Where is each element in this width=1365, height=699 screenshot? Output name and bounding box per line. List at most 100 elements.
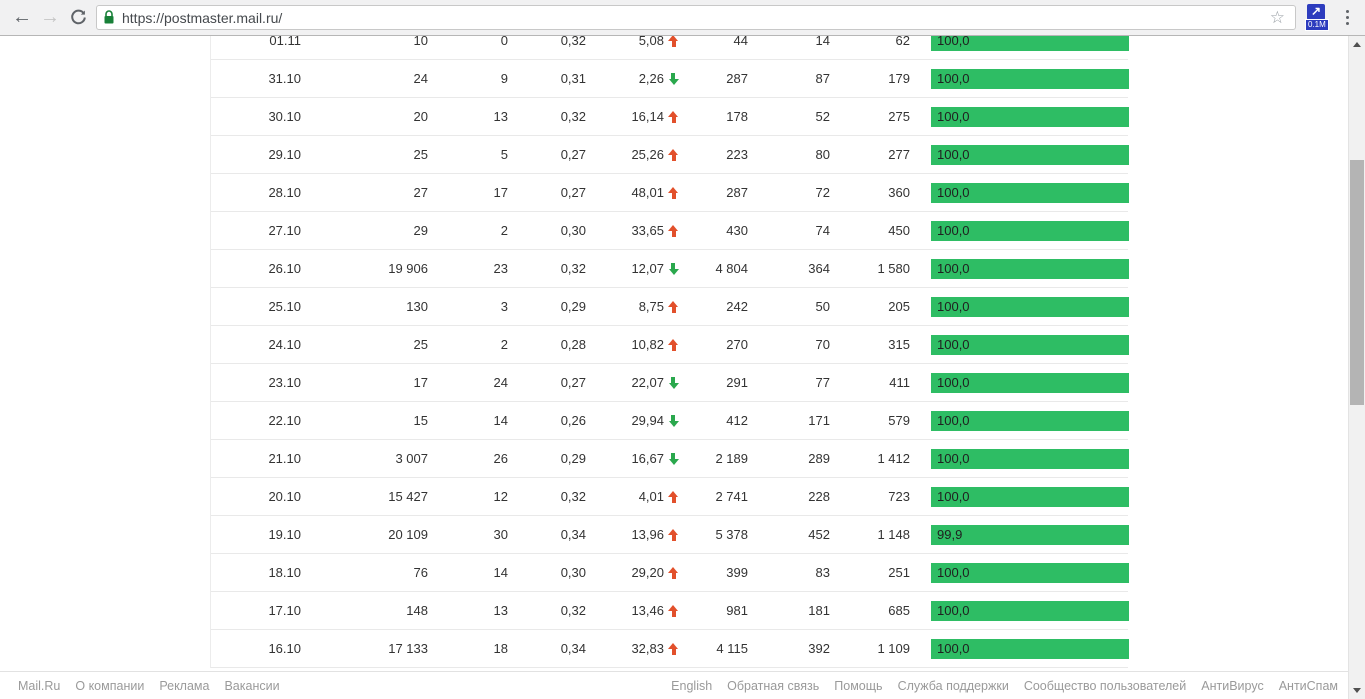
trend-up-icon [668,224,679,238]
bookmark-star-icon[interactable]: ☆ [1269,7,1285,27]
cell-col5: 14 [815,36,830,48]
cell-col4: 2 741 [715,489,748,504]
table-row: 21.10 3 007 26 0,29 16,67 2 189 289 1 412 100,0 [211,440,1129,478]
cell-date: 31.10 [268,71,301,86]
table-row: 20.10 15 427 12 0,32 4,01 2 741 228 723 100,0 [211,478,1129,516]
cell-col3: 0,27 [560,147,586,162]
footer-link[interactable]: English [671,678,713,693]
cell-col6: 579 [888,413,910,428]
scrollbar-down-button[interactable] [1349,682,1365,699]
cell-col3: 0,34 [560,527,586,542]
footer-link[interactable]: Реклама [159,678,210,693]
cell-col3: 0,32 [560,261,586,276]
cell-percent: 48,01 [586,185,679,200]
cell-bar: 100,0 [910,144,1129,165]
cell-date: 21.10 [268,451,301,466]
cell-col2: 13 [493,109,508,124]
cell-col6: 723 [888,489,910,504]
trend-up-icon [668,528,679,542]
cell-bar: 100,0 [910,220,1129,241]
percent-value: 16,67 [631,451,664,466]
percent-value: 13,46 [631,603,664,618]
cell-percent: 29,94 [586,413,679,428]
table-row: 17.10 148 13 0,32 13,46 981 181 685 100,0 [211,592,1129,630]
cell-col6: 1 580 [877,261,910,276]
footer-link[interactable]: Вакансии [224,678,280,693]
cell-col6: 315 [888,337,910,352]
forward-button[interactable]: → [36,4,64,32]
forward-icon: → [40,6,60,28]
footer-link[interactable]: АнтиСпам [1278,678,1338,693]
cell-col6: 450 [888,223,910,238]
cell-col2: 26 [493,451,508,466]
cell-col6: 685 [888,603,910,618]
cell-col2: 13 [493,603,508,618]
reload-button[interactable] [64,4,92,32]
cell-col4: 287 [726,185,748,200]
cell-bar: 100,0 [910,182,1129,203]
cell-bar: 100,0 [910,36,1129,51]
cell-col5: 364 [808,261,830,276]
scrollbar-up-button[interactable] [1349,36,1365,53]
cell-percent: 10,82 [586,337,679,352]
cell-col6: 411 [889,375,910,390]
cell-col1: 17 133 [388,641,428,656]
reputation-bar: 100,0 [931,600,1129,621]
reputation-bar: 100,0 [931,106,1129,127]
reputation-bar: 100,0 [931,562,1129,583]
cell-bar: 100,0 [910,106,1129,127]
percent-value: 32,83 [631,641,664,656]
cell-col5: 52 [815,109,830,124]
footer-link[interactable]: АнтиВирус [1201,678,1264,693]
cell-col1: 148 [406,603,428,618]
reputation-bar: 100,0 [931,486,1129,507]
cell-col3: 0,30 [560,223,586,238]
cell-percent: 16,14 [586,109,679,124]
footer-right-links: English Обратная связь Помощь Служба поддер… [671,679,1338,693]
cell-bar: 100,0 [910,296,1129,317]
cell-bar: 100,0 [910,410,1129,431]
cell-col2: 18 [493,641,508,656]
scroll-down-icon [1353,688,1361,693]
cell-col1: 3 007 [395,451,428,466]
cell-col5: 452 [808,527,830,542]
percent-value: 33,65 [631,223,664,238]
browser-menu-button[interactable] [1337,6,1357,30]
cell-col4: 223 [726,147,748,162]
extension-button[interactable]: ↗ 0.1M [1305,3,1329,32]
footer-link[interactable]: Mail.Ru [18,678,61,693]
cell-col3: 0,31 [560,71,586,86]
cell-col6: 62 [895,36,910,48]
footer-link[interactable]: Сообщество пользователей [1023,678,1187,693]
reputation-bar: 100,0 [931,448,1129,469]
footer-link[interactable]: Служба поддержки [897,678,1009,693]
cell-date: 24.10 [268,337,301,352]
cell-col4: 287 [726,71,748,86]
footer-link[interactable]: Обратная связь [727,678,820,693]
footer-link[interactable]: О компании [75,678,145,693]
cell-col4: 412 [726,413,748,428]
trend-up-icon [668,36,679,48]
cell-percent: 22,07 [586,375,679,390]
percent-value: 16,14 [631,109,664,124]
footer-link[interactable]: Помощь [834,678,883,693]
url-bar[interactable]: https://postmaster.mail.ru/ ☆ [96,5,1296,30]
trend-down-icon [668,72,679,86]
cell-bar: 100,0 [910,486,1129,507]
back-button[interactable]: ← [8,4,36,32]
scrollbar-thumb[interactable] [1350,160,1364,405]
cell-col4: 178 [726,109,748,124]
cell-col2: 2 [500,223,508,238]
cell-col1: 15 427 [388,489,428,504]
cell-col1: 15 [413,413,428,428]
scrollbar[interactable] [1348,36,1365,699]
cell-col3: 0,34 [560,641,586,656]
cell-date: 19.10 [268,527,301,542]
table-row: 27.10 29 2 0,30 33,65 430 74 450 100,0 [211,212,1129,250]
stats-table: 01.11 10 0 0,32 5,08 44 14 62 100,0 31.10 24 9 0,31 2… [210,36,1129,668]
cell-date: 27.10 [268,223,301,238]
reputation-bar: 100,0 [931,68,1129,89]
cell-col1: 10 [413,36,428,48]
cell-col6: 277 [888,147,910,162]
cell-col2: 14 [493,565,508,580]
